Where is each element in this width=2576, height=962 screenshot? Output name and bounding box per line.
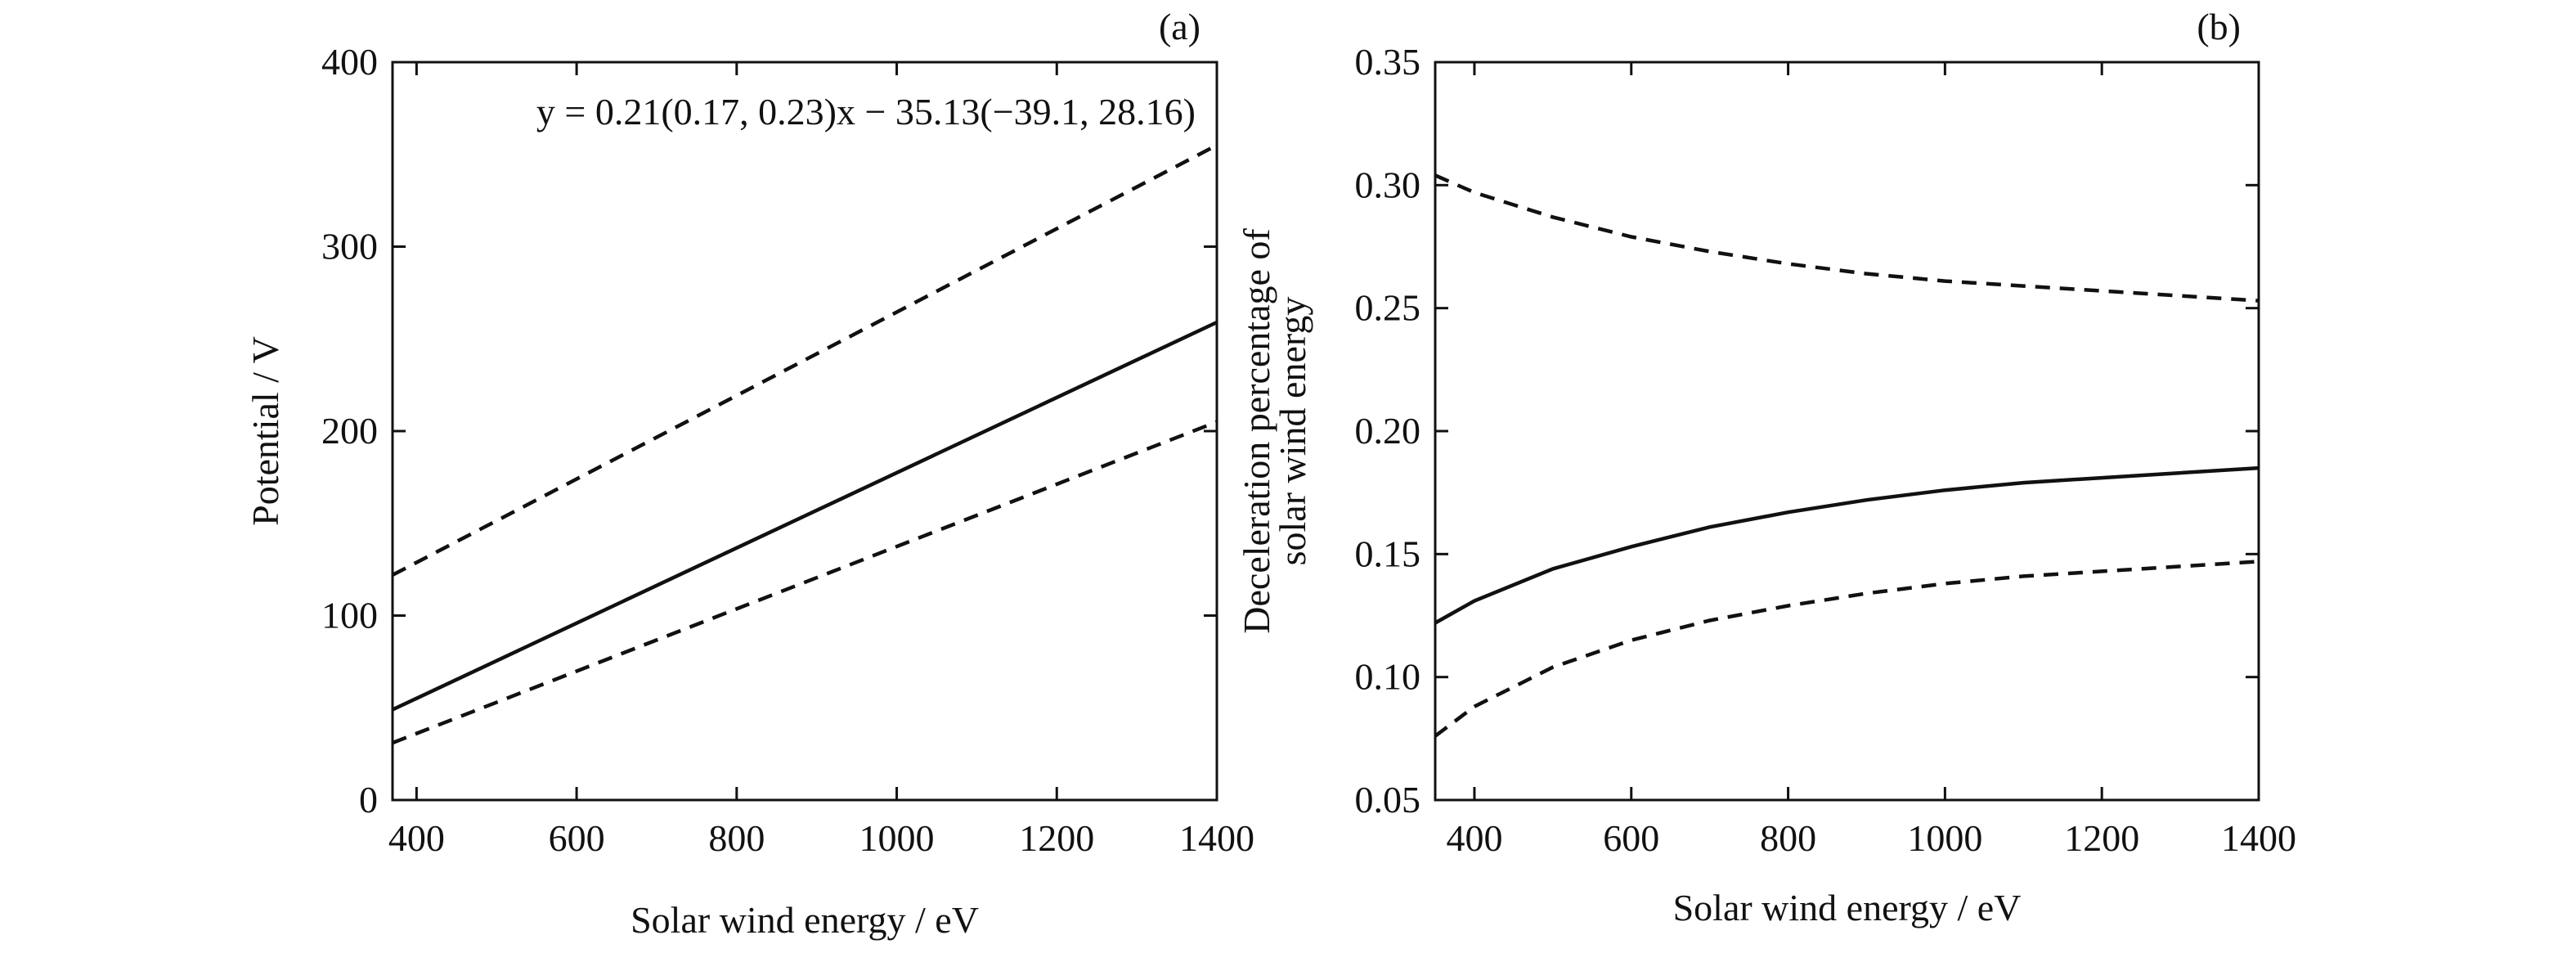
y-axis-label: Potential / V xyxy=(245,336,286,526)
x-axis-label: Solar wind energy / eV xyxy=(1673,887,2022,928)
y-tick-label: 0.25 xyxy=(1355,287,1421,329)
dashed-line-1 xyxy=(1434,173,2260,303)
panel-a: 400 600 800 1000 1200 1400 0 100 200 300 400 Solar … xyxy=(245,6,1254,941)
plot-frame xyxy=(1434,61,2260,802)
x-tick-label: 400 xyxy=(1446,817,1502,859)
x-tick-label: 400 xyxy=(388,817,445,859)
solid-line-0 xyxy=(1434,465,2260,625)
y-tick-label: 0.35 xyxy=(1355,41,1421,83)
dashed-line-1 xyxy=(391,143,1218,577)
y-axis-label: Deceleration percentage ofsolar wind ene… xyxy=(1236,228,1313,634)
y-tick-label: 0.30 xyxy=(1355,164,1421,205)
fit-equation-annotation: y = 0.21(0.17, 0.23)x − 35.13(−39.1, 28.… xyxy=(536,91,1196,133)
x-tick-label: 1200 xyxy=(1019,817,1094,859)
y-tick-label: 300 xyxy=(321,226,378,267)
dashed-line-2 xyxy=(392,420,1218,745)
x-tick-label: 1200 xyxy=(2064,817,2139,859)
dashed-line-2 xyxy=(1434,560,2260,738)
x-tick-label: 600 xyxy=(549,817,605,859)
x-tick-label: 800 xyxy=(708,817,765,859)
x-tick-label: 1000 xyxy=(859,817,935,859)
panel-label: (b) xyxy=(2197,6,2241,47)
panel-b: 400 600 800 1000 1200 1400 0.05 0.10 0.15 0.20 0.2… xyxy=(1236,6,2296,928)
x-tick-label: 1400 xyxy=(1179,817,1254,859)
y-tick-label: 0.15 xyxy=(1355,533,1421,574)
y-tick-label: 100 xyxy=(321,595,378,636)
x-tick-label: 600 xyxy=(1603,817,1659,859)
x-tick-label: 1400 xyxy=(2221,817,2296,859)
solid-line-0 xyxy=(392,320,1218,712)
plot-frame xyxy=(391,61,1218,802)
y-tick-label: 0.05 xyxy=(1355,779,1421,820)
x-tick-label: 800 xyxy=(1760,817,1816,859)
y-tick-label: 0.20 xyxy=(1355,410,1421,452)
x-tick-label: 1000 xyxy=(1907,817,1982,859)
y-tick-label: 200 xyxy=(321,410,378,452)
y-tick-label: 0 xyxy=(359,779,378,820)
panel-label: (a) xyxy=(1159,6,1200,47)
y-tick-label: 400 xyxy=(321,41,378,83)
y-tick-label: 0.10 xyxy=(1355,656,1421,698)
x-axis-label: Solar wind energy / eV xyxy=(631,899,979,941)
